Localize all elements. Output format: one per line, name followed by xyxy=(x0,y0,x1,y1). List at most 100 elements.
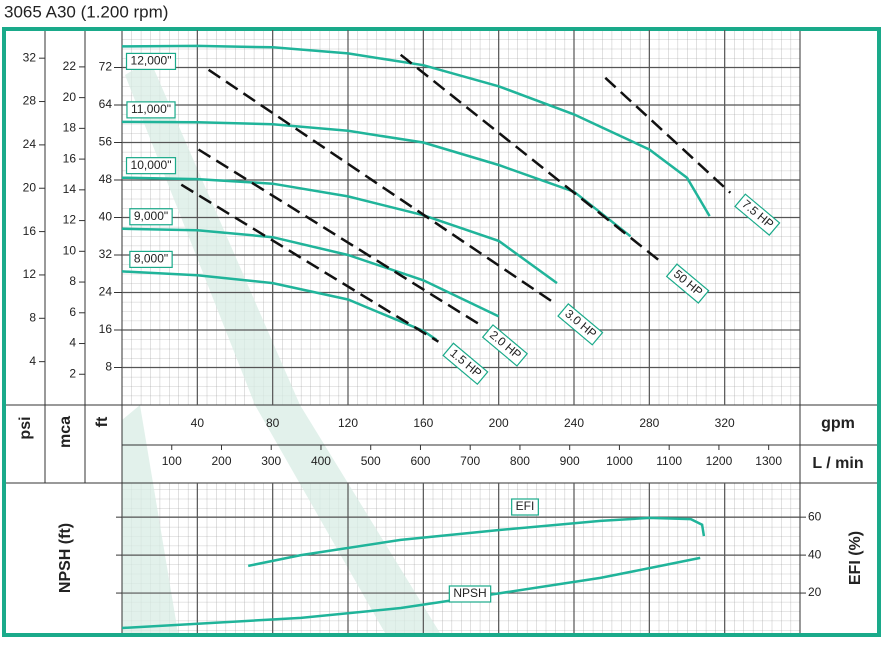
diameter-label: 12,000" xyxy=(125,52,177,71)
y-tick-label: 48 xyxy=(99,172,113,186)
diameter-label-box xyxy=(126,101,176,119)
y3-tick-label: 6 xyxy=(69,305,76,319)
y-tick-label: 8 xyxy=(105,360,112,374)
y-tick-label: 64 xyxy=(99,97,113,111)
curve xyxy=(399,53,662,263)
axis-title: psi xyxy=(17,416,34,439)
minor-grid xyxy=(122,483,800,633)
axis-title: mca xyxy=(57,416,74,448)
curve xyxy=(247,516,706,568)
y-tick-label: 72 xyxy=(99,60,113,74)
x-tick-label: 280 xyxy=(639,416,659,430)
power-label-box xyxy=(665,263,710,304)
axis-title: L / min xyxy=(812,455,863,472)
y-tick-label: 16 xyxy=(99,322,113,336)
diameter-label-text: 10,000" xyxy=(131,158,172,172)
y2-tick-label: 28 xyxy=(23,94,37,108)
x2-tick-label: 1300 xyxy=(755,454,782,468)
x-tick-label: 160 xyxy=(413,416,433,430)
power-label: 3.0 HP xyxy=(557,303,604,346)
diameter-label-box xyxy=(125,52,177,71)
y2-tick-label: 60 xyxy=(808,509,822,523)
curve xyxy=(121,556,701,630)
curve xyxy=(197,148,479,325)
x-tick-label: 240 xyxy=(564,416,584,430)
y3-tick-label: 2 xyxy=(69,366,76,380)
y-tick-label: 40 xyxy=(99,210,113,224)
diameter-label-text: 8,000" xyxy=(134,252,168,266)
diameter-label-text: 9,000" xyxy=(134,209,168,223)
frame-lines xyxy=(3,30,880,633)
diameter-label-text: 12,000" xyxy=(131,54,172,68)
curve xyxy=(121,176,558,285)
power-label-box xyxy=(734,193,781,236)
axis-title: NPSH (ft) xyxy=(57,523,74,593)
y2-tick-label: 40 xyxy=(808,547,822,561)
diameter-label-box xyxy=(129,208,173,226)
y-tick-label: 32 xyxy=(99,247,113,261)
page-title: 3065 A30 (1.200 rpm) xyxy=(4,2,168,21)
x2-tick-label: 1100 xyxy=(656,454,682,468)
x-tick-label: 200 xyxy=(489,416,509,430)
curve xyxy=(604,76,732,194)
x-tick-label: 320 xyxy=(715,416,735,430)
diameter-label: 9,000" xyxy=(129,208,173,226)
y2-tick-label: 16 xyxy=(23,224,37,238)
x-tick-label: 120 xyxy=(338,416,358,430)
curve xyxy=(180,183,440,343)
curve xyxy=(121,120,632,238)
power-label-box xyxy=(442,342,489,386)
y3-tick-label: 8 xyxy=(69,274,76,288)
y2-tick-label: 8 xyxy=(29,310,36,324)
series-label: NPSH xyxy=(448,585,492,603)
x2-tick-label: 600 xyxy=(410,454,430,468)
y3-tick-label: 16 xyxy=(63,151,77,165)
y3-tick-label: 12 xyxy=(63,213,77,227)
x2-tick-label: 300 xyxy=(261,454,281,468)
x2-tick-label: 200 xyxy=(211,454,231,468)
y3-tick-label: 18 xyxy=(63,121,77,135)
x-tick-label: 40 xyxy=(191,416,205,430)
x2-tick-label: 100 xyxy=(162,454,182,468)
y3-tick-label: 20 xyxy=(63,90,77,104)
band xyxy=(122,405,178,633)
y-tick-label: 56 xyxy=(99,135,113,149)
power-label-box xyxy=(557,303,604,346)
x2-tick-label: 400 xyxy=(311,454,331,468)
y3-tick-label: 4 xyxy=(69,336,76,350)
axis-title: gpm xyxy=(821,415,855,432)
x2-tick-label: 1000 xyxy=(606,454,633,468)
x2-tick-label: 900 xyxy=(560,454,580,468)
series-label-text: EFI xyxy=(516,499,535,513)
x2-tick-label: 800 xyxy=(510,454,530,468)
diameter-label-box xyxy=(125,157,177,175)
y2-tick-label: 24 xyxy=(23,137,37,151)
y3-tick-label: 14 xyxy=(63,182,77,196)
band xyxy=(125,60,440,633)
diameter-label: 11,000" xyxy=(126,101,176,119)
curve xyxy=(121,227,500,318)
y3-tick-label: 10 xyxy=(63,243,77,257)
series-label-text: NPSH xyxy=(453,586,486,600)
x2-tick-label: 500 xyxy=(361,454,381,468)
y2-tick-label: 20 xyxy=(23,180,37,194)
curve xyxy=(121,44,711,217)
y-tick-label: 24 xyxy=(99,285,113,299)
x2-tick-label: 700 xyxy=(460,454,480,468)
y2-tick-label: 4 xyxy=(29,354,36,368)
diameter-label: 8,000" xyxy=(129,250,173,269)
y3-tick-label: 22 xyxy=(63,59,77,73)
series-label-box xyxy=(511,498,539,516)
x2-tick-label: 1200 xyxy=(706,454,733,468)
series-label-box xyxy=(448,585,492,603)
y2-tick-label: 20 xyxy=(808,585,822,599)
border xyxy=(2,27,881,637)
axis-title: ft xyxy=(94,416,111,427)
diameter-label-box xyxy=(129,250,173,269)
diameter-label-text: 11,000" xyxy=(131,102,171,116)
curve xyxy=(207,68,554,304)
diameter-label: 10,000" xyxy=(125,157,177,175)
power-label-box xyxy=(481,324,529,367)
y2-tick-label: 12 xyxy=(23,267,37,281)
